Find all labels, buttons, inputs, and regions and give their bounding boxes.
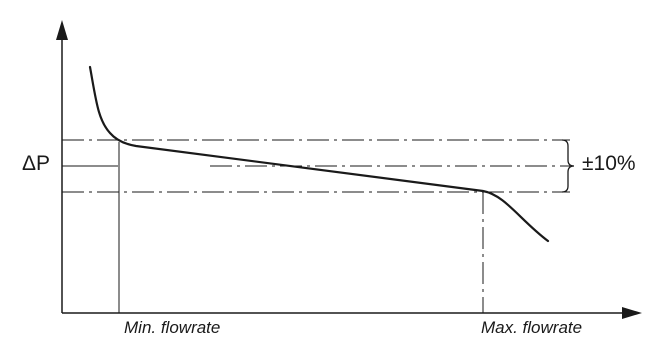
- min-flowrate-label: Min. flowrate: [124, 318, 221, 337]
- delta-p-label: ΔP: [22, 152, 51, 175]
- x-axis-arrow: [622, 307, 642, 319]
- pressure-curve: [88, 65, 550, 243]
- tolerance-label: ±10%: [582, 152, 636, 175]
- y-axis-arrow: [56, 20, 68, 40]
- max-flowrate-label: Max. flowrate: [481, 318, 583, 337]
- tolerance-brace: [561, 139, 575, 193]
